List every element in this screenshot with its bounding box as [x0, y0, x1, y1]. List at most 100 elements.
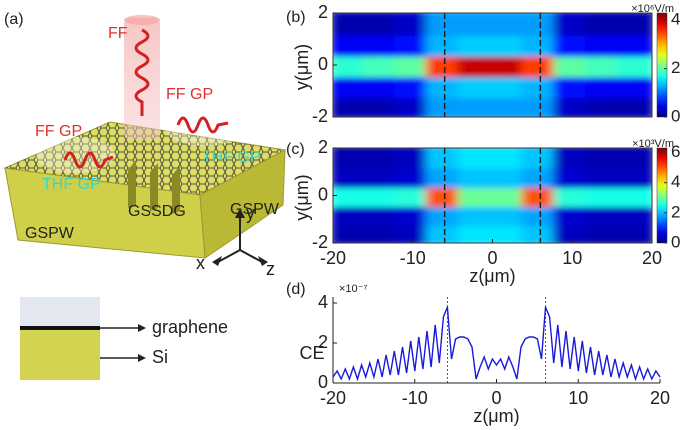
heatmap-cell: [617, 13, 652, 36]
heatmap-cell: [617, 203, 652, 226]
heatmap-cell: [393, 165, 432, 188]
heatmap-cell: [361, 73, 400, 99]
heatmap-cell: [585, 184, 624, 207]
heatmap-cell: [361, 13, 400, 36]
heatmap-cell: [585, 148, 624, 169]
heatmap-cell: [585, 31, 624, 57]
heatmap-cell: [393, 148, 432, 169]
y-multiplier: ×10⁻⁷: [339, 283, 367, 295]
heatmap-cell: [489, 165, 528, 188]
x-axis-label: z(μm): [469, 266, 515, 286]
x-tick-label: -20: [320, 248, 346, 268]
heatmap-cell: [617, 52, 652, 78]
heatmap-cell: [393, 31, 432, 57]
heatmap-cell: [457, 222, 496, 243]
heatmap-cell: [489, 94, 528, 117]
y-tick-label: 2: [318, 137, 328, 157]
heatmap-cell: [361, 52, 400, 78]
colorbar-tick-label: 0: [671, 106, 680, 125]
heatmap-cell: [361, 31, 400, 57]
label-thf-gp: THF GP: [202, 149, 261, 166]
heatmap-cell: [617, 31, 652, 57]
heatmap-cell: [361, 165, 400, 188]
heatmap-cell: [553, 203, 592, 226]
heatmap-cell: [425, 52, 464, 78]
heatmap-cell: [585, 13, 624, 36]
heatmap-cell: [393, 94, 432, 117]
heatmap-cell: [489, 184, 528, 207]
heatmap-cell: [457, 165, 496, 188]
colorbar-label: ×10³V/m: [632, 138, 674, 150]
x-tick-label: -10: [400, 248, 426, 268]
heatmap-cell: [457, 184, 496, 207]
x-tick-label: 20: [650, 388, 670, 408]
heatmap-cell: [553, 31, 592, 57]
x-tick-label: -10: [402, 388, 428, 408]
label-gspw: GSPW: [25, 225, 75, 242]
y-tick-label: -2: [312, 232, 328, 252]
heatmap-cell: [489, 31, 528, 57]
label-gspw: GSPW: [230, 201, 280, 218]
heatmap-cell: [585, 203, 624, 226]
heatmap-cells: [333, 148, 652, 243]
heatmap-cell: [489, 52, 528, 78]
heatmap-cell: [457, 94, 496, 117]
label-thf-gp: THF GP: [42, 176, 101, 193]
heatmap-cell: [585, 165, 624, 188]
heatmap-cell: [457, 31, 496, 57]
heatmap-cell: [617, 222, 652, 243]
legend-label: graphene: [152, 317, 228, 337]
heatmap-cell: [617, 73, 652, 99]
heatmap-cell: [333, 222, 368, 243]
heatmap-cell: [585, 222, 624, 243]
heatmap-cell: [361, 94, 400, 117]
heatmap-cell: [393, 184, 432, 207]
x-tick-label: 0: [487, 248, 497, 268]
heatmap-cell: [553, 52, 592, 78]
axis-label: y: [246, 203, 255, 223]
heatmap-cell: [333, 165, 368, 188]
y-axis-label: CE: [299, 343, 324, 363]
colorbar-tick-label: 0: [671, 232, 680, 251]
y-tick-label: 0: [318, 54, 328, 74]
heatmap-cell: [553, 94, 592, 117]
heatmap-cell: [393, 52, 432, 78]
x-tick-label: 0: [491, 388, 501, 408]
heatmap-cell: [489, 148, 528, 169]
heatmap-cell: [553, 184, 592, 207]
device-drawing: [3, 15, 287, 380]
x-tick-label: 20: [642, 248, 662, 268]
heatmap-cell: [361, 222, 400, 243]
y-axis-label: y(μm): [292, 174, 312, 220]
heatmap-cell: [489, 73, 528, 99]
heatmap-cell: [361, 148, 400, 169]
heatmap-cell: [553, 13, 592, 36]
colorbar: [656, 147, 668, 244]
heatmap-cell: [393, 222, 432, 243]
colorbar-label: ×10⁶V/m: [631, 3, 674, 15]
y-tick-label: 0: [318, 184, 328, 204]
panel-label: (d): [286, 281, 306, 298]
y-tick-label: 2: [318, 332, 328, 352]
label-gssdg: GSSDG: [128, 203, 186, 220]
colorbar-tick-label: 4: [671, 172, 680, 191]
heatmap-cell: [553, 222, 592, 243]
heatmap-cell: [489, 13, 528, 36]
panel-label: (b): [286, 9, 306, 26]
axis-label: x: [196, 253, 205, 273]
x-tick-label: 10: [562, 248, 582, 268]
heatmap-cell: [333, 184, 368, 207]
heatmap-cell: [361, 184, 400, 207]
heatmap-cell: [489, 222, 528, 243]
heatmap-cell: [553, 165, 592, 188]
heatmap-cells: [333, 13, 652, 117]
label-ff-gp: FF GP: [166, 86, 213, 103]
label-ff: FF: [108, 25, 128, 42]
y-tick-label: 0: [318, 372, 328, 392]
heatmap-cell: [457, 73, 496, 99]
heatmap-cell: [393, 13, 432, 36]
heatmap-cell: [333, 94, 368, 117]
colorbar: [656, 12, 668, 118]
y-tick-label: -2: [312, 106, 328, 126]
